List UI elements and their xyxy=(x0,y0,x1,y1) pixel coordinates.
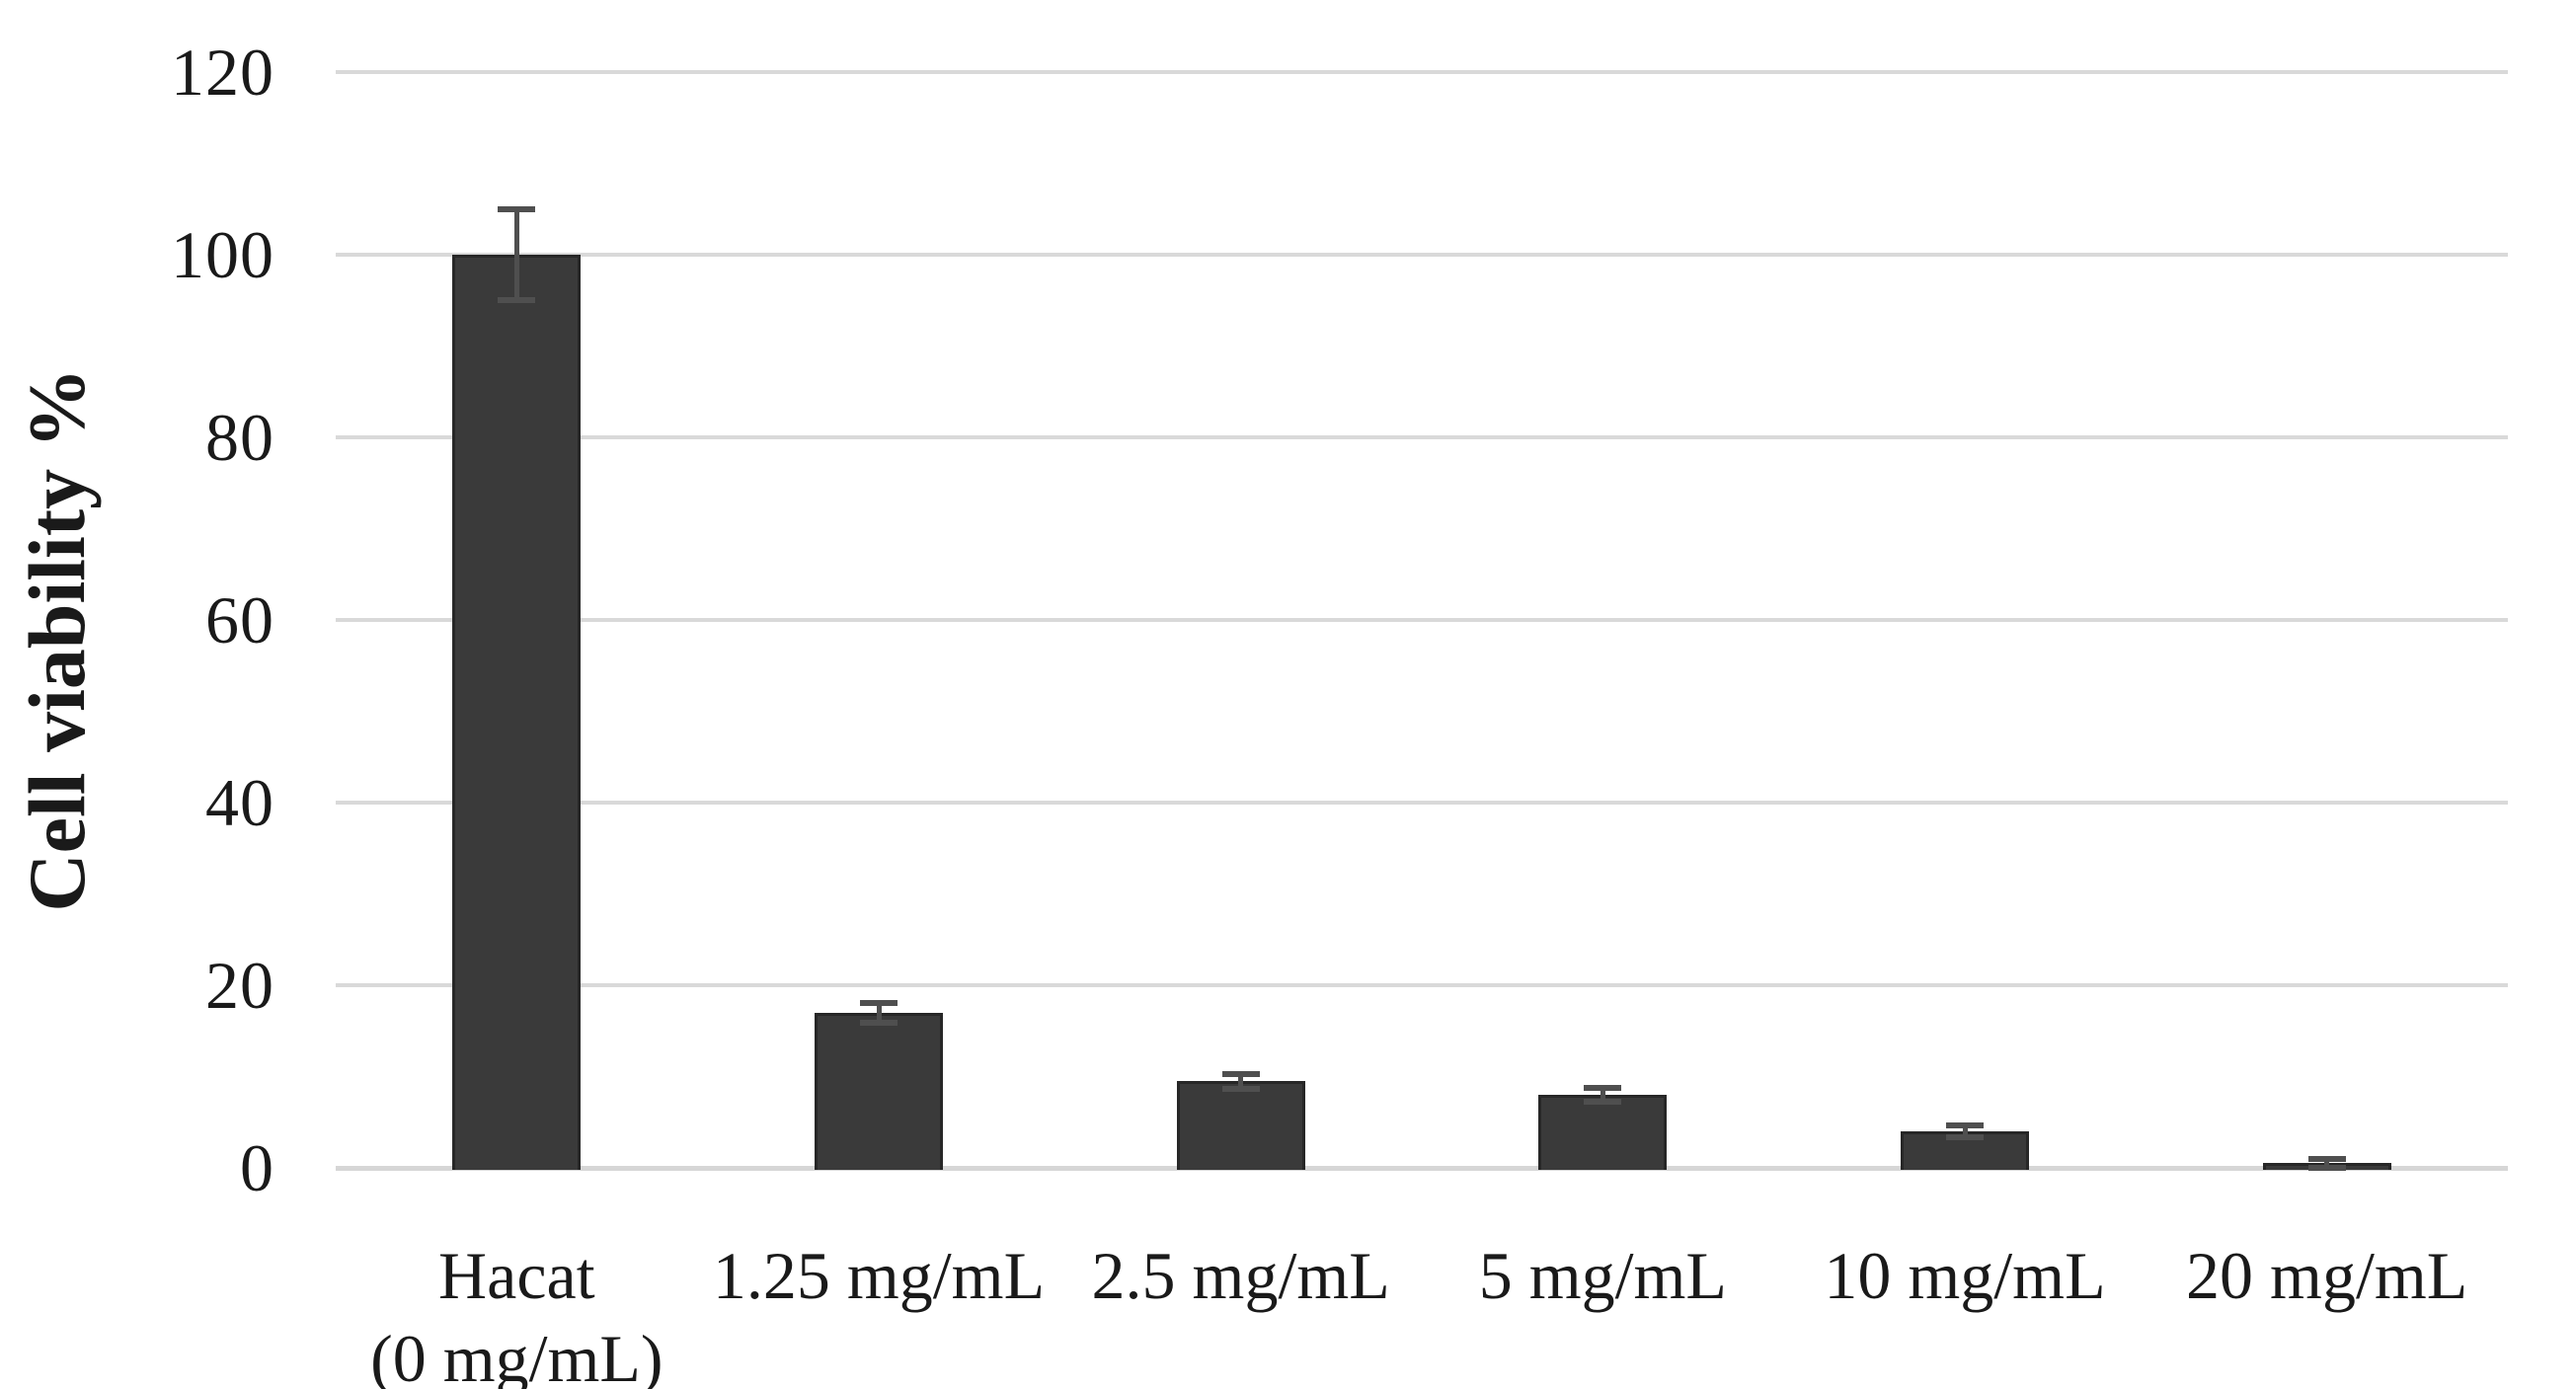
y-tick-label-40: 40 xyxy=(205,765,274,840)
x-axis-baseline xyxy=(336,1166,2508,1171)
x-category-label-4: 10 mg/mL xyxy=(1824,1238,2106,1313)
error-bar-cap-top xyxy=(1584,1084,1622,1091)
error-bar-cap-top xyxy=(1946,1121,1984,1128)
error-bar-cap-bottom xyxy=(498,297,536,304)
gridline-y-80 xyxy=(336,435,2508,439)
bar-hacat xyxy=(452,255,582,1170)
gridline-y-40 xyxy=(336,801,2508,805)
x-category-label-3: 5 mg/mL xyxy=(1478,1238,1727,1313)
x-category-label-1: 1.25 mg/mL xyxy=(712,1238,1046,1313)
x-category-label-5: 20 mg/mL xyxy=(2186,1238,2468,1313)
error-bar-cap-top xyxy=(2307,1155,2346,1162)
y-tick-label-0: 0 xyxy=(240,1130,274,1205)
gridline-y-120 xyxy=(336,70,2508,74)
error-bar-line xyxy=(1962,1124,1968,1138)
gridline-y-60 xyxy=(336,618,2508,622)
error-bar-cap-bottom xyxy=(1946,1134,1984,1141)
bar-1.25-mg-ml xyxy=(815,1012,943,1170)
error-bar-cap-top xyxy=(860,999,898,1006)
gridline-y-20 xyxy=(336,983,2508,987)
y-tick-label-60: 60 xyxy=(205,582,274,657)
error-bar-cap-bottom xyxy=(1221,1085,1260,1092)
y-tick-label-80: 80 xyxy=(205,400,274,475)
error-bar-cap-bottom xyxy=(2307,1165,2346,1171)
y-tick-label-120: 120 xyxy=(171,35,274,110)
error-bar-line xyxy=(2324,1158,2330,1168)
y-tick-label-20: 20 xyxy=(205,948,274,1023)
bar-5-mg-ml xyxy=(1538,1095,1668,1170)
error-bar-cap-top xyxy=(498,205,536,212)
bar-2.5-mg-ml xyxy=(1176,1081,1305,1170)
y-tick-label-100: 100 xyxy=(171,217,274,292)
error-bar-cap-top xyxy=(1221,1070,1260,1077)
error-bar-cap-bottom xyxy=(860,1019,898,1026)
error-bar-cap-bottom xyxy=(1584,1099,1622,1106)
x-category-label-2: 2.5 mg/mL xyxy=(1091,1238,1390,1313)
error-bar-line xyxy=(513,208,519,301)
error-bar-line xyxy=(1600,1087,1605,1103)
x-category-label-0: Hacat (0 mg/mL) xyxy=(370,1238,664,1389)
gridline-y-100 xyxy=(336,253,2508,257)
error-bar-line xyxy=(1238,1073,1244,1089)
error-bar-line xyxy=(876,1002,882,1023)
